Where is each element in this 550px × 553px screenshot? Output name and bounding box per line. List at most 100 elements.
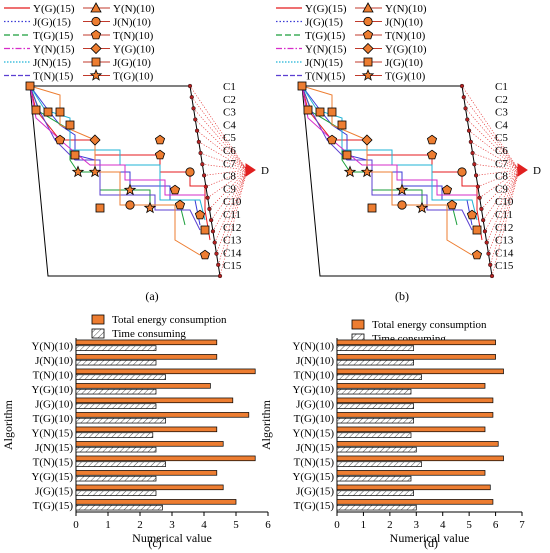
depot-link	[486, 169, 520, 243]
bar-time	[336, 345, 414, 351]
bar-energy	[336, 426, 486, 433]
panel-b-label: (b)	[395, 289, 409, 303]
depot-link	[461, 85, 520, 171]
category-label: J(G)(10)	[296, 398, 334, 410]
bar-energy	[336, 383, 486, 389]
route-marker-diamond	[89, 134, 101, 146]
depot-link	[210, 169, 248, 221]
route-marker-square	[315, 107, 325, 117]
bar-energy	[336, 470, 486, 476]
depot-link	[468, 130, 520, 171]
x-axis-label: Numerical value	[390, 531, 470, 545]
legend-entry-label: J(N)(10)	[385, 17, 423, 29]
depot-link	[216, 169, 248, 254]
bar-time	[336, 359, 414, 366]
category-label: J(G)(15)	[35, 485, 73, 497]
x-tick-label: 1	[105, 519, 111, 531]
route-marker-diamond	[361, 134, 373, 146]
bar-energy	[75, 397, 234, 404]
route-path	[301, 85, 478, 221]
route-label: C4	[223, 119, 236, 131]
category-label: T(N)(10)	[33, 369, 74, 381]
legend-marker-pentagon	[362, 29, 374, 40]
depot-link	[205, 169, 248, 187]
category-label: T(N)(15)	[294, 456, 335, 468]
bar-energy	[75, 354, 218, 360]
legend-entry-label: Y(G)(15)	[33, 3, 75, 15]
station-point	[196, 139, 201, 144]
bar-time	[75, 432, 154, 438]
category-label: J(G)(15)	[296, 485, 334, 497]
route-marker-star	[395, 183, 409, 196]
station-point	[200, 162, 205, 167]
station-point	[461, 95, 466, 100]
legend-entry-label: T(G)(15)	[33, 30, 74, 42]
route-label: C10	[223, 196, 242, 208]
route-marker-square	[70, 150, 80, 160]
legend-marker-triangle	[90, 2, 102, 13]
legend-entry-label: J(G)(10)	[385, 57, 423, 69]
route-marker-pentagon	[326, 134, 338, 145]
legend-entry-label: Y(N)(15)	[305, 44, 347, 56]
legend-entry-label: Y(G)(10)	[385, 44, 427, 56]
legend-label: Total energy consumption	[372, 319, 487, 331]
station-point	[466, 128, 472, 133]
legend-label: Total energy consumption	[112, 314, 227, 326]
legend-marker-star	[361, 68, 375, 81]
depot-link	[482, 169, 520, 221]
legend-marker-diamond	[90, 42, 102, 55]
bar-time	[336, 461, 422, 467]
route-label: C10	[495, 196, 514, 208]
bar-time	[336, 417, 414, 424]
route-label: C8	[223, 171, 236, 183]
x-tick-label: 2	[387, 519, 393, 531]
legend-marker-triangle	[362, 2, 374, 13]
category-label: Y(G)(15)	[292, 471, 334, 483]
bar-energy	[336, 397, 494, 404]
category-label: T(G)(10)	[33, 413, 74, 425]
legend-entry-label: T(G)(15)	[305, 30, 346, 42]
depot-link	[189, 85, 248, 171]
route-marker-circle	[185, 167, 195, 177]
bar-energy	[75, 455, 256, 462]
category-label: Y(G)(10)	[31, 384, 73, 396]
category-label: T(G)(10)	[294, 413, 335, 425]
bar-time	[75, 374, 166, 380]
depot-link	[195, 119, 248, 171]
bar-time	[75, 446, 157, 453]
depot-link	[207, 169, 248, 199]
panel-a-route-plot: Y(G)(15) Y(N)(10) J(G)(15) J(N)(10) T(G)(15)…	[4, 2, 269, 303]
bar-energy	[336, 484, 491, 491]
x-tick-label: 5	[466, 519, 472, 531]
route-marker-pentagon	[441, 184, 453, 195]
route-marker-star	[360, 165, 374, 178]
depot-link	[479, 169, 520, 199]
legend-entry-label: Y(N)(10)	[385, 3, 427, 15]
category-label: T(G)(15)	[33, 500, 74, 512]
bar-energy	[336, 441, 499, 447]
bar-time	[336, 432, 412, 438]
depot-arrow	[245, 163, 256, 177]
route-marker-pentagon	[169, 184, 181, 195]
route-marker-square	[31, 105, 41, 115]
route-marker-square	[43, 107, 53, 117]
station-point	[217, 273, 223, 279]
station-point	[214, 251, 219, 256]
route-marker-pentagon	[471, 249, 483, 260]
bar-energy	[75, 368, 256, 375]
legend-swatch	[351, 319, 365, 330]
route-path	[29, 85, 201, 231]
station-point	[210, 229, 216, 234]
route-label: C3	[495, 107, 508, 119]
route-label: C1	[495, 81, 508, 93]
bar-time	[75, 403, 157, 409]
route-label: C11	[223, 209, 241, 221]
bar-time	[75, 345, 157, 351]
depot-link	[196, 130, 248, 171]
route-label: C14	[495, 247, 514, 259]
x-tick-label: 5	[233, 519, 239, 531]
route-label: C11	[495, 209, 513, 221]
station-point	[463, 106, 468, 111]
station-point	[202, 173, 207, 178]
